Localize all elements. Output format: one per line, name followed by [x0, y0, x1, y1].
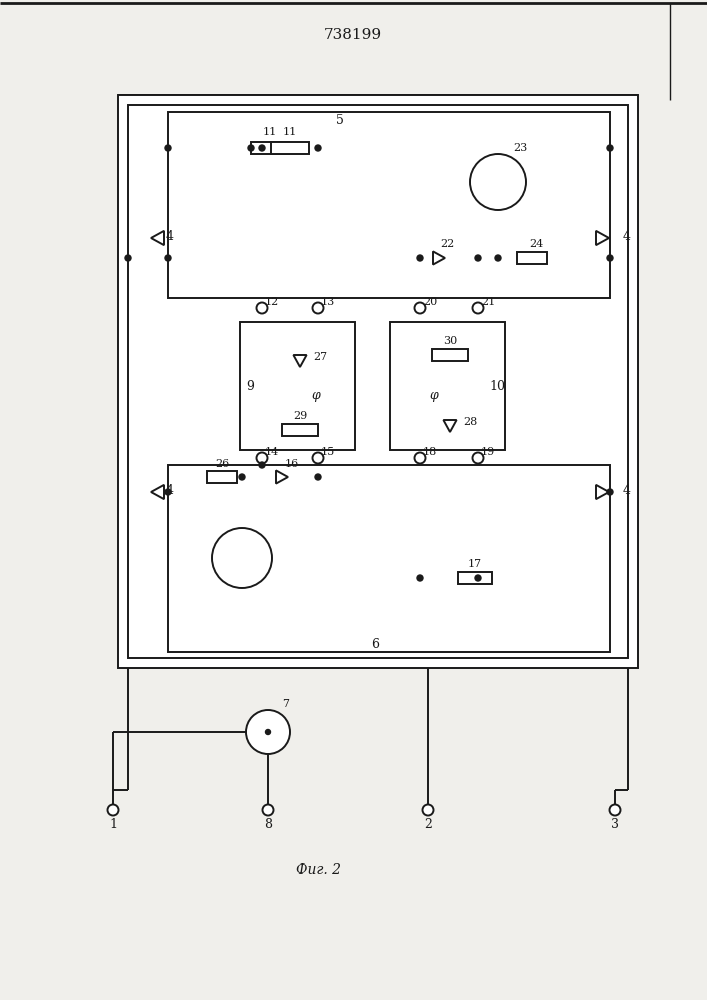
Text: 738199: 738199 [324, 28, 382, 42]
Text: 24: 24 [529, 239, 543, 249]
Bar [458, 572, 492, 584]
Text: 15: 15 [321, 447, 335, 457]
Circle shape [417, 255, 423, 261]
Text: 5: 5 [336, 113, 344, 126]
Polygon shape [293, 355, 307, 367]
Text: 19: 19 [481, 447, 495, 457]
Circle shape [417, 575, 423, 581]
Circle shape [495, 255, 501, 261]
Polygon shape [596, 231, 609, 245]
Text: 10: 10 [489, 379, 505, 392]
Text: 13: 13 [321, 297, 335, 307]
Circle shape [315, 145, 321, 151]
Text: 29: 29 [293, 411, 307, 421]
Circle shape [423, 804, 433, 816]
Circle shape [607, 489, 613, 495]
Bar [240, 322, 355, 450]
Bar [168, 112, 610, 298]
Text: 12: 12 [265, 297, 279, 307]
Circle shape [248, 145, 254, 151]
Text: 17: 17 [468, 559, 482, 569]
Text: 7: 7 [283, 699, 289, 709]
Text: 16: 16 [285, 459, 299, 469]
Polygon shape [443, 420, 457, 432]
Bar [128, 105, 628, 658]
Polygon shape [276, 470, 288, 484]
Text: 27: 27 [313, 352, 327, 362]
Circle shape [414, 452, 426, 464]
Polygon shape [151, 485, 164, 499]
Text: 1: 1 [109, 818, 117, 830]
Text: 14: 14 [265, 447, 279, 457]
Circle shape [262, 804, 274, 816]
Text: 21: 21 [481, 297, 495, 307]
Text: 28: 28 [463, 417, 477, 427]
Text: 11: 11 [263, 127, 277, 137]
Bar [390, 322, 505, 450]
Text: 2: 2 [424, 818, 432, 830]
Circle shape [607, 145, 613, 151]
Bar [207, 471, 237, 483]
Circle shape [257, 452, 267, 464]
Circle shape [246, 710, 290, 754]
Bar [271, 142, 309, 154]
Bar [118, 95, 638, 668]
Polygon shape [433, 251, 445, 265]
Text: 6: 6 [371, 639, 379, 652]
Text: 8: 8 [264, 818, 272, 830]
Circle shape [165, 255, 171, 261]
Circle shape [470, 154, 526, 210]
Text: 18: 18 [423, 447, 437, 457]
Circle shape [475, 575, 481, 581]
Circle shape [312, 302, 324, 314]
Bar [432, 349, 468, 361]
Text: 30: 30 [443, 336, 457, 346]
Bar [282, 424, 318, 436]
Circle shape [239, 474, 245, 480]
Circle shape [259, 462, 265, 468]
Circle shape [414, 302, 426, 314]
Text: 20: 20 [423, 297, 437, 307]
Polygon shape [151, 231, 164, 245]
Text: φ: φ [312, 389, 320, 402]
Circle shape [212, 528, 272, 588]
Circle shape [472, 452, 484, 464]
Circle shape [472, 302, 484, 314]
Text: 4: 4 [166, 484, 174, 496]
Circle shape [107, 804, 119, 816]
Circle shape [165, 145, 171, 151]
Text: 4: 4 [623, 230, 631, 242]
Text: 22: 22 [440, 239, 454, 249]
Text: 11: 11 [283, 127, 297, 137]
Circle shape [609, 804, 621, 816]
Text: 23: 23 [513, 143, 527, 153]
Circle shape [315, 474, 321, 480]
Circle shape [312, 452, 324, 464]
Text: 4: 4 [623, 484, 631, 496]
Text: 9: 9 [246, 379, 254, 392]
Circle shape [257, 302, 267, 314]
Text: Фиг. 2: Фиг. 2 [296, 863, 341, 877]
Bar [168, 465, 610, 652]
Circle shape [125, 255, 131, 261]
Polygon shape [596, 485, 609, 499]
Circle shape [607, 255, 613, 261]
Text: φ: φ [430, 389, 438, 402]
Text: 3: 3 [611, 818, 619, 830]
Circle shape [475, 255, 481, 261]
Circle shape [165, 489, 171, 495]
Bar [251, 142, 289, 154]
Bar [517, 252, 547, 264]
Text: 4: 4 [166, 230, 174, 242]
Circle shape [259, 145, 265, 151]
Circle shape [266, 730, 271, 734]
Text: 26: 26 [215, 459, 229, 469]
